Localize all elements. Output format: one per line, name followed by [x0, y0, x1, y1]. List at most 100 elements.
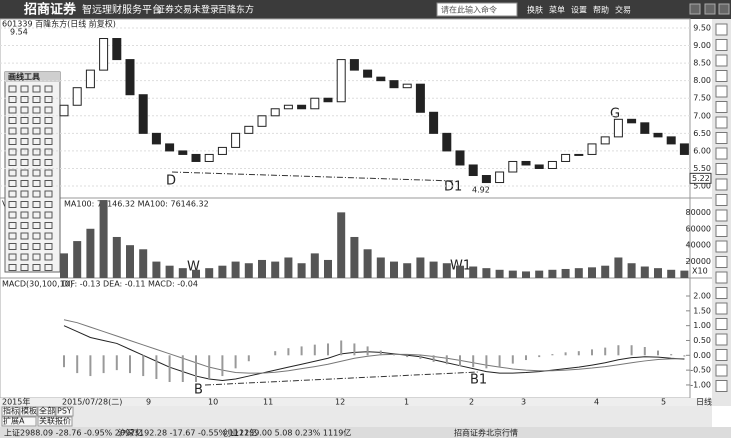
tool-icon[interactable]: [8, 243, 17, 250]
tool-icon[interactable]: [32, 243, 41, 250]
tool-icon[interactable]: [20, 117, 29, 124]
tool-icon[interactable]: [8, 85, 17, 93]
tool-icon[interactable]: [8, 148, 17, 156]
side-icon[interactable]: [715, 85, 728, 98]
side-icon[interactable]: [715, 256, 728, 268]
tool-icon[interactable]: [44, 232, 53, 240]
side-icon[interactable]: [715, 163, 728, 175]
tool-icon[interactable]: [8, 159, 17, 166]
tool-icon[interactable]: [8, 117, 17, 124]
menu-item[interactable]: 帮助: [593, 5, 609, 15]
tool-icon[interactable]: [44, 106, 53, 114]
tool-icon[interactable]: [44, 190, 53, 198]
tool-icon[interactable]: [20, 222, 29, 229]
tool-icon[interactable]: [32, 211, 41, 219]
tab-label[interactable]: 全部: [39, 406, 55, 416]
side-icon[interactable]: [715, 101, 728, 113]
menu-item[interactable]: 设置: [571, 5, 587, 15]
tool-icon[interactable]: [20, 169, 29, 177]
tool-icon[interactable]: [44, 159, 53, 166]
tool-icon[interactable]: [8, 253, 17, 261]
tool-icon[interactable]: [32, 201, 41, 208]
tab-label[interactable]: 指标: [3, 406, 19, 416]
tool-icon[interactable]: [20, 148, 29, 156]
tab-label[interactable]: PSY: [57, 407, 72, 416]
tool-icon[interactable]: [32, 190, 41, 198]
tool-icon[interactable]: [44, 96, 53, 103]
side-icon[interactable]: [715, 318, 728, 330]
tool-icon[interactable]: [44, 253, 53, 261]
side-icon[interactable]: [715, 23, 728, 36]
tool-icon[interactable]: [44, 211, 53, 219]
tab-label[interactable]: 关联报价: [39, 416, 71, 426]
tool-icon[interactable]: [20, 106, 29, 114]
tool-icon[interactable]: [20, 211, 29, 219]
window-button[interactable]: [704, 3, 716, 15]
tool-icon[interactable]: [44, 127, 53, 135]
tool-icon[interactable]: [32, 180, 41, 187]
tool-icon[interactable]: [8, 222, 17, 229]
tool-icon[interactable]: [32, 85, 41, 93]
tool-icon[interactable]: [44, 85, 53, 93]
tool-icon[interactable]: [44, 148, 53, 156]
side-icon[interactable]: [715, 194, 728, 206]
tab[interactable]: [19, 406, 38, 417]
window-button[interactable]: [689, 3, 701, 15]
menu-item[interactable]: 菜单: [549, 5, 565, 15]
tool-icon[interactable]: [20, 96, 29, 103]
side-icon[interactable]: [715, 147, 728, 160]
side-icon[interactable]: [715, 225, 728, 237]
tool-icon[interactable]: [8, 96, 17, 103]
side-icon[interactable]: [715, 132, 728, 144]
tool-icon[interactable]: [20, 190, 29, 198]
side-icon[interactable]: [715, 271, 728, 284]
window-button[interactable]: [718, 3, 730, 15]
tool-icon[interactable]: [8, 211, 17, 219]
tool-icon[interactable]: [8, 232, 17, 240]
tool-icon[interactable]: [20, 159, 29, 166]
side-icon[interactable]: [715, 349, 728, 361]
tool-icon[interactable]: [32, 264, 41, 271]
tool-icon[interactable]: [44, 180, 53, 187]
side-icon[interactable]: [715, 333, 728, 346]
tool-icon[interactable]: [32, 96, 41, 103]
side-icon[interactable]: [715, 178, 728, 191]
tool-icon[interactable]: [32, 232, 41, 240]
tool-icon[interactable]: [20, 232, 29, 240]
tab[interactable]: [1, 406, 20, 417]
tab[interactable]: [55, 406, 74, 417]
side-icon[interactable]: [715, 39, 728, 51]
tool-icon[interactable]: [32, 159, 41, 166]
tool-icon[interactable]: [32, 117, 41, 124]
tool-icon[interactable]: [20, 127, 29, 135]
tool-icon[interactable]: [32, 106, 41, 114]
tool-icon[interactable]: [8, 201, 17, 208]
login-status[interactable]: 证券交易未登录: [156, 4, 219, 16]
side-icon[interactable]: [715, 364, 728, 377]
tool-icon[interactable]: [20, 253, 29, 261]
tool-icon[interactable]: [32, 138, 41, 145]
side-icon[interactable]: [715, 380, 728, 392]
side-icon[interactable]: [715, 116, 728, 129]
tool-icon[interactable]: [20, 85, 29, 93]
tool-icon[interactable]: [44, 138, 53, 145]
tool-icon[interactable]: [44, 222, 53, 229]
tool-icon[interactable]: [8, 169, 17, 177]
tool-icon[interactable]: [20, 201, 29, 208]
tool-icon[interactable]: [32, 127, 41, 135]
tab[interactable]: [37, 406, 56, 417]
tool-icon[interactable]: [44, 169, 53, 177]
side-icon[interactable]: [715, 240, 728, 253]
tab[interactable]: [37, 416, 73, 427]
tool-icon[interactable]: [20, 138, 29, 145]
tab-label[interactable]: 模板: [21, 406, 37, 416]
tool-icon[interactable]: [44, 243, 53, 250]
side-icon[interactable]: [715, 54, 728, 67]
tool-icon[interactable]: [20, 180, 29, 187]
tab[interactable]: [1, 416, 37, 427]
side-icon[interactable]: [715, 302, 728, 315]
tool-icon[interactable]: [32, 222, 41, 229]
tool-icon[interactable]: [32, 253, 41, 261]
tool-icon[interactable]: [8, 138, 17, 145]
tool-icon[interactable]: [32, 169, 41, 177]
